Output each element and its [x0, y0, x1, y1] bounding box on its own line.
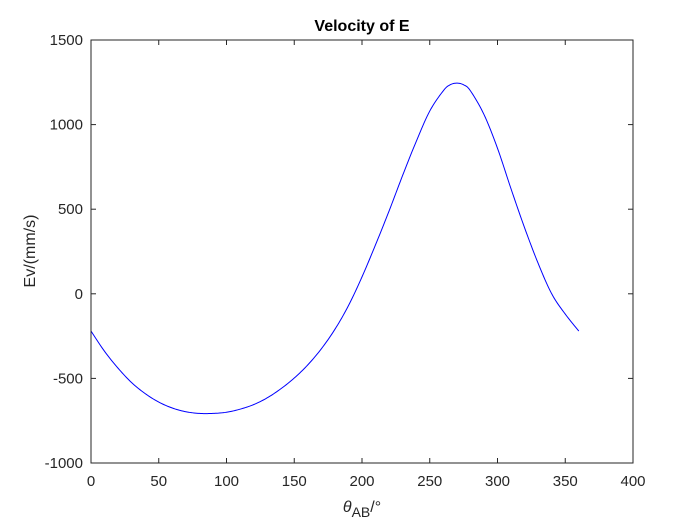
x-tick-label: 150 — [282, 473, 307, 490]
y-tick-label: -500 — [53, 370, 83, 387]
x-tick-label: 300 — [485, 473, 510, 490]
x-tick-label: 50 — [150, 473, 167, 490]
x-tick-label: 0 — [87, 473, 95, 490]
y-tick-label: -1000 — [45, 455, 83, 472]
x-ticks: 0 50 100 150 200 250 300 350 400 — [87, 40, 646, 490]
y-axis-label: Ev/(mm/s) — [22, 215, 39, 288]
chart-title: Velocity of E — [314, 18, 409, 35]
y-ticks: -1000 -500 0 500 1000 1500 — [45, 32, 633, 472]
x-axis-label-symbol: θ — [343, 499, 352, 516]
x-tick-label: 100 — [214, 473, 239, 490]
series-layer — [90, 82, 580, 415]
y-tick-label: 1500 — [50, 32, 83, 49]
x-tick-label: 400 — [620, 473, 645, 490]
x-tick-label: 250 — [417, 473, 442, 490]
x-tick-label: 200 — [349, 473, 374, 490]
plot-area — [91, 40, 633, 463]
y-tick-label: 500 — [58, 201, 83, 218]
y-tick-label: 0 — [75, 286, 83, 303]
y-tick-label: 1000 — [50, 117, 83, 134]
x-axis-label-subscript: AB — [352, 504, 371, 520]
series-line — [90, 82, 580, 415]
x-axis-label-suffix: /° — [370, 499, 381, 516]
x-tick-label: 350 — [553, 473, 578, 490]
x-axis-label: θAB/° — [343, 499, 381, 520]
